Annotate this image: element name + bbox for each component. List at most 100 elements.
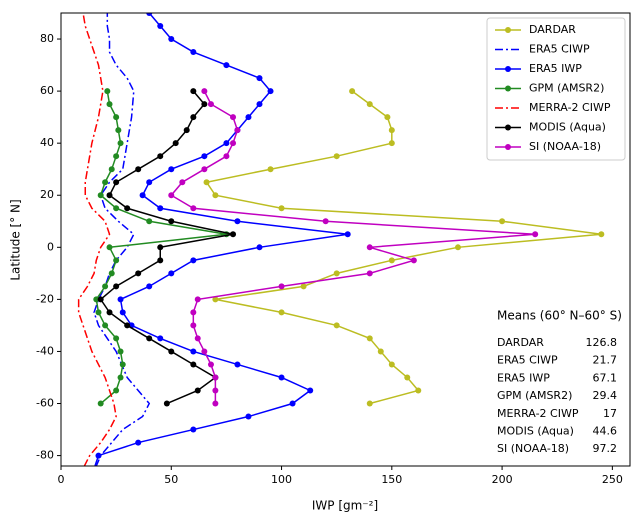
point bbox=[113, 114, 120, 121]
point bbox=[135, 166, 142, 173]
means-name: GPM (AMSR2) bbox=[497, 389, 572, 402]
point bbox=[190, 361, 197, 368]
point bbox=[245, 413, 252, 420]
point bbox=[146, 283, 153, 290]
x-tick-label: 0 bbox=[58, 473, 65, 486]
point bbox=[190, 309, 197, 316]
series-line bbox=[93, 13, 151, 466]
point bbox=[108, 270, 115, 277]
legend-label: GPM (AMSR2) bbox=[529, 82, 604, 95]
legend-label: MODIS (Aqua) bbox=[529, 121, 606, 134]
point bbox=[117, 140, 124, 147]
point bbox=[212, 400, 219, 407]
point bbox=[117, 296, 124, 303]
legend-marker bbox=[505, 144, 511, 150]
y-tick-label: 80 bbox=[40, 32, 54, 45]
point bbox=[157, 335, 164, 342]
means-value: 29.4 bbox=[593, 389, 618, 402]
point bbox=[278, 283, 285, 290]
point bbox=[106, 244, 113, 251]
point bbox=[97, 192, 104, 199]
point bbox=[366, 101, 373, 108]
point bbox=[388, 257, 395, 264]
series-line bbox=[170, 90, 536, 404]
point bbox=[333, 270, 340, 277]
means-value: 97.2 bbox=[593, 442, 618, 455]
point bbox=[203, 179, 210, 186]
means-title: Means (60° N–60° S) bbox=[497, 309, 622, 323]
y-tick-label: 0 bbox=[47, 240, 54, 253]
point bbox=[119, 361, 126, 368]
point bbox=[113, 205, 120, 212]
point bbox=[168, 36, 175, 43]
legend-label: MERRA-2 CIWP bbox=[529, 101, 611, 114]
point bbox=[223, 62, 230, 69]
means-value: 17 bbox=[603, 407, 617, 420]
point bbox=[157, 257, 164, 264]
point bbox=[207, 101, 214, 108]
point bbox=[278, 309, 285, 316]
x-tick-label: 250 bbox=[602, 473, 623, 486]
legend-label: ERA5 CIWP bbox=[529, 43, 590, 56]
point bbox=[168, 166, 175, 173]
point bbox=[168, 270, 175, 277]
point bbox=[333, 322, 340, 329]
y-tick-label: -40 bbox=[36, 344, 54, 357]
x-tick-label: 100 bbox=[271, 473, 292, 486]
point bbox=[201, 101, 208, 108]
point bbox=[212, 387, 219, 394]
point bbox=[201, 166, 208, 173]
point bbox=[95, 452, 102, 459]
legend-label: DARDAR bbox=[529, 23, 576, 36]
point bbox=[106, 101, 113, 108]
point bbox=[190, 88, 197, 95]
x-tick-label: 50 bbox=[164, 473, 178, 486]
means-name: MERRA-2 CIWP bbox=[497, 407, 579, 420]
point bbox=[256, 101, 263, 108]
means-name: ERA5 CIWP bbox=[497, 354, 558, 367]
means-name: ERA5 IWP bbox=[497, 371, 550, 384]
point bbox=[384, 114, 391, 121]
legend-marker bbox=[505, 66, 511, 72]
point bbox=[212, 192, 219, 199]
point bbox=[157, 244, 164, 251]
point bbox=[267, 166, 274, 173]
point bbox=[201, 348, 208, 355]
x-tick-label: 150 bbox=[381, 473, 402, 486]
point bbox=[499, 218, 506, 225]
y-tick-label: -20 bbox=[36, 292, 54, 305]
y-tick-label: -60 bbox=[36, 397, 54, 410]
point bbox=[223, 153, 230, 160]
point bbox=[349, 88, 356, 95]
point bbox=[212, 296, 219, 303]
point bbox=[95, 309, 102, 316]
point bbox=[344, 231, 351, 238]
point bbox=[113, 387, 120, 394]
point bbox=[106, 309, 113, 316]
point bbox=[388, 127, 395, 134]
point bbox=[113, 335, 120, 342]
point bbox=[366, 335, 373, 342]
point bbox=[157, 205, 164, 212]
point bbox=[146, 218, 153, 225]
point bbox=[256, 75, 263, 82]
point bbox=[300, 283, 307, 290]
point bbox=[97, 296, 104, 303]
point bbox=[183, 127, 190, 134]
point bbox=[179, 179, 186, 186]
point bbox=[190, 322, 197, 329]
point bbox=[104, 88, 111, 95]
point bbox=[598, 231, 605, 238]
point bbox=[366, 244, 373, 251]
point bbox=[201, 153, 208, 160]
y-axis-label: Latitude [° N] bbox=[9, 199, 23, 280]
point bbox=[278, 374, 285, 381]
point bbox=[119, 309, 126, 316]
point bbox=[106, 192, 113, 199]
legend-box bbox=[486, 17, 626, 161]
point bbox=[245, 114, 252, 121]
point bbox=[102, 322, 109, 329]
point bbox=[454, 244, 461, 251]
point bbox=[230, 114, 237, 121]
legend-marker bbox=[505, 27, 511, 33]
